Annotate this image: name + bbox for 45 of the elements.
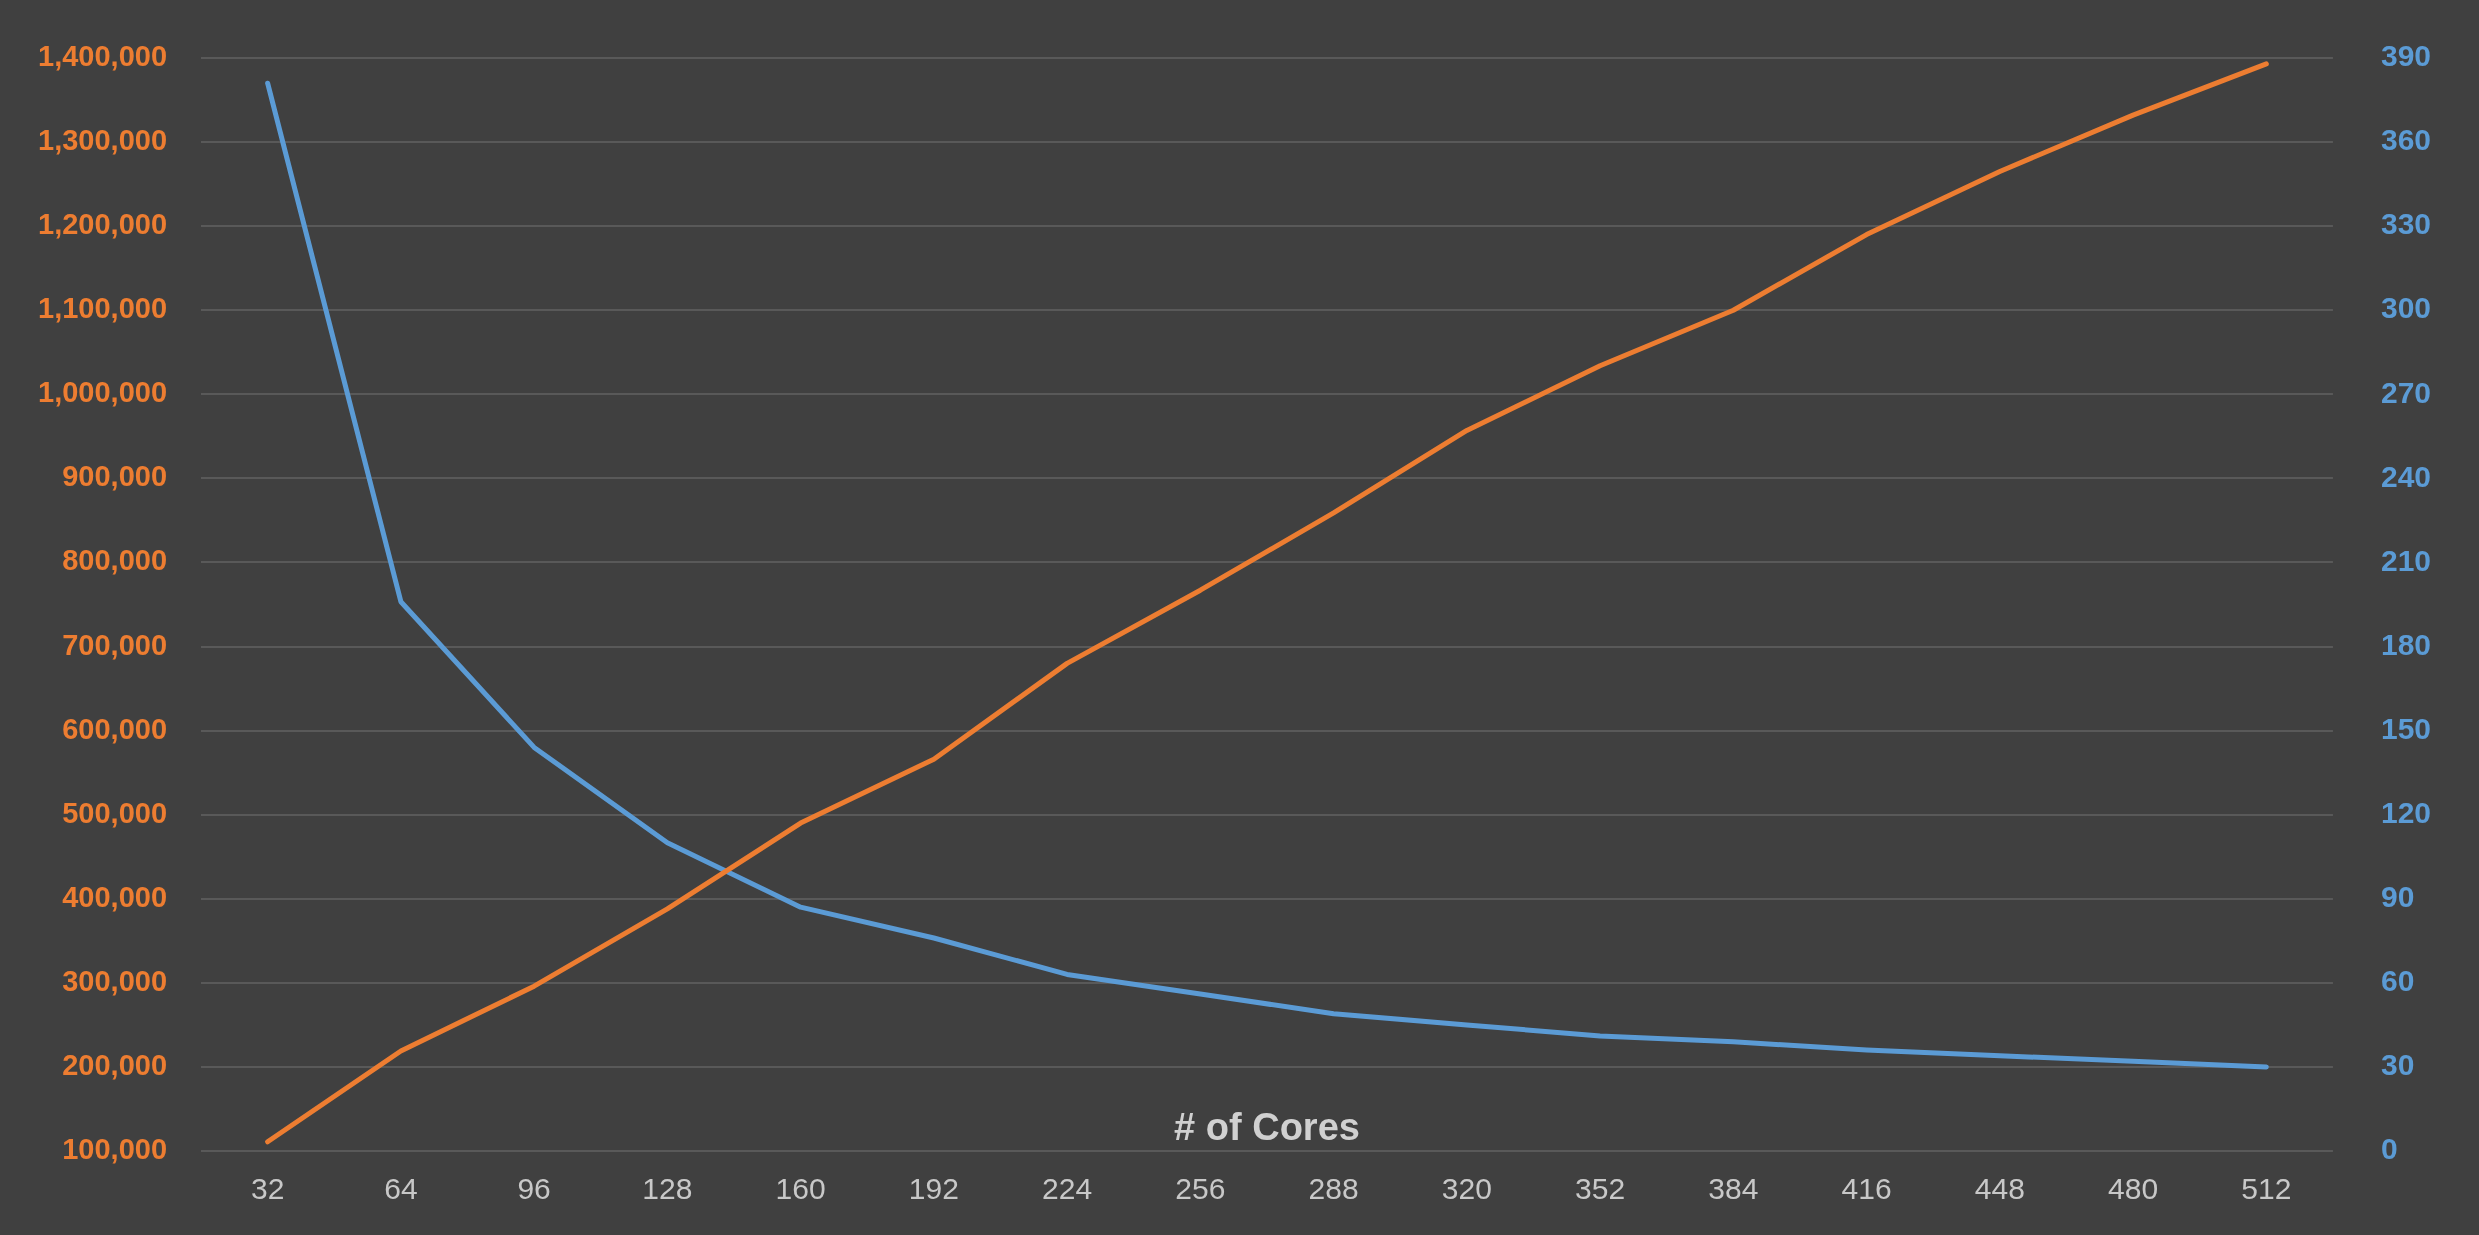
- x-tick-label: 320: [1441, 1172, 1492, 1206]
- x-tick-label: 160: [775, 1172, 826, 1206]
- x-tick-label: 96: [517, 1172, 551, 1206]
- x-tick-label: 288: [1308, 1172, 1359, 1206]
- y2-tick-label: 300: [2380, 291, 2432, 325]
- y-tick-label: 100,000: [62, 1133, 168, 1165]
- y2-tick-label: 240: [2380, 459, 2432, 493]
- y-tick-label: 900,000: [62, 460, 168, 493]
- y2-tick-label: 0: [2380, 1132, 2398, 1166]
- y2-tick-label: 390: [2380, 39, 2432, 73]
- y-tick-label: 200,000: [62, 1048, 168, 1081]
- y2-tick-label: 120: [2380, 795, 2432, 829]
- x-tick-label: 352: [1575, 1172, 1626, 1206]
- x-tick-label: 192: [908, 1172, 959, 1206]
- y2-tick-label: 150: [2380, 711, 2432, 745]
- y2-tick-label: 270: [2380, 375, 2432, 409]
- y-tick-label: 1,000,000: [38, 376, 168, 409]
- x-axis-title: # of Cores: [1174, 1106, 1360, 1149]
- x-tick-label: 384: [1708, 1172, 1759, 1206]
- y2-tick-label: 60: [2380, 964, 2415, 998]
- y-tick-label: 1,200,000: [38, 208, 168, 241]
- y2-tick-label: 210: [2380, 543, 2432, 577]
- x-tick-label: 416: [1841, 1172, 1892, 1206]
- x-tick-label: 480: [2108, 1172, 2159, 1206]
- x-tick-label: 256: [1175, 1172, 1226, 1206]
- y-tick-label: 500,000: [62, 796, 168, 829]
- y-tick-label: 700,000: [62, 628, 168, 661]
- y-tick-label: 800,000: [62, 544, 168, 577]
- y-tick-label: 1,100,000: [38, 292, 168, 325]
- y2-tick-label: 330: [2380, 207, 2432, 241]
- x-tick-label: 448: [1974, 1172, 2025, 1206]
- y2-tick-label: 90: [2380, 880, 2415, 914]
- y-tick-label: 400,000: [62, 880, 168, 913]
- y-tick-label: 600,000: [62, 712, 168, 745]
- x-tick-label: 224: [1042, 1172, 1093, 1206]
- y2-tick-label: 180: [2380, 627, 2432, 661]
- y2-tick-label: 30: [2380, 1048, 2415, 1082]
- x-tick-label: 32: [250, 1172, 285, 1206]
- x-tick-label: 512: [2241, 1172, 2292, 1206]
- x-tick-label: 64: [384, 1172, 418, 1206]
- y-tick-label: 1,300,000: [38, 124, 168, 157]
- x-tick-label: 128: [642, 1172, 693, 1206]
- y-tick-label: 300,000: [62, 964, 168, 997]
- y-tick-label: 1,400,000: [38, 40, 168, 72]
- y2-tick-label: 360: [2380, 123, 2432, 157]
